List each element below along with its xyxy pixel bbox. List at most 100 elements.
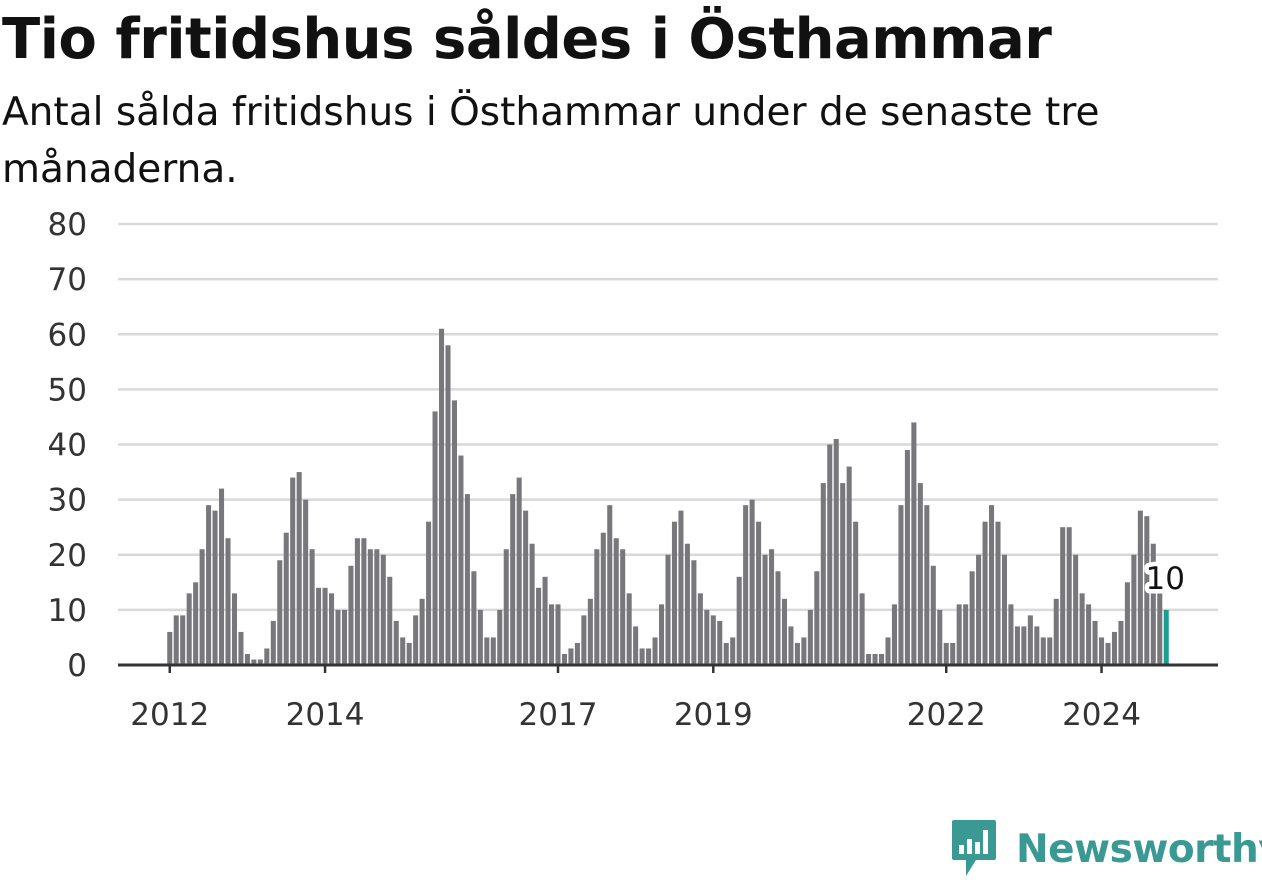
bar — [678, 510, 684, 665]
bar — [600, 532, 606, 665]
bar — [167, 631, 173, 665]
bar — [387, 576, 393, 665]
bar — [484, 637, 490, 665]
bar — [924, 505, 930, 665]
bar — [464, 494, 470, 665]
bar — [529, 543, 535, 665]
data-label-halo: 10 — [1146, 561, 1185, 597]
bar — [1021, 626, 1027, 665]
bar — [943, 642, 949, 665]
brand: Newsworthy — [950, 818, 1262, 880]
bar — [1111, 631, 1117, 665]
bar — [704, 609, 710, 666]
bar — [400, 637, 406, 665]
bar — [891, 604, 897, 665]
bar — [451, 400, 457, 665]
bar — [329, 593, 335, 665]
bar — [846, 466, 852, 665]
bar — [212, 510, 218, 665]
bar — [1073, 554, 1079, 665]
bar — [270, 620, 276, 665]
bar — [607, 505, 613, 665]
bar — [380, 554, 386, 665]
bar — [348, 565, 354, 665]
y-tick-label: 70 — [48, 262, 87, 298]
bar — [814, 571, 820, 665]
bar — [1079, 593, 1085, 665]
bar — [1027, 615, 1033, 665]
y-tick-label: 50 — [48, 372, 87, 408]
bar — [885, 637, 891, 665]
bar — [219, 488, 225, 665]
bar — [335, 609, 341, 666]
bar — [646, 648, 652, 665]
bar — [173, 615, 179, 665]
bar — [477, 609, 483, 666]
bar — [309, 549, 315, 665]
bar — [354, 538, 360, 665]
bar — [244, 653, 250, 665]
x-tick-label: 2012 — [130, 697, 209, 733]
bar — [432, 411, 438, 665]
bar — [950, 642, 956, 665]
bar — [186, 593, 192, 665]
bar — [393, 620, 399, 665]
bar — [225, 538, 231, 665]
bar — [639, 648, 645, 665]
bar — [264, 648, 270, 665]
bar — [1131, 554, 1137, 665]
bar — [490, 637, 496, 665]
bar — [1086, 604, 1092, 665]
bar — [963, 604, 969, 665]
x-axis-ticks: 2012 2014 2017 2019 2022 2024 — [130, 665, 1141, 733]
bar — [542, 576, 548, 665]
bar — [626, 593, 632, 665]
highlighted-bar — [1163, 609, 1169, 666]
bar — [807, 609, 813, 666]
y-tick-label: 40 — [48, 428, 87, 464]
bar — [1008, 604, 1014, 665]
bar — [471, 571, 477, 665]
bar — [898, 505, 904, 665]
y-axis-ticks: 0 10 20 30 40 50 60 70 80 — [48, 207, 87, 684]
bar — [723, 642, 729, 665]
bar — [1105, 642, 1111, 665]
bar — [439, 328, 445, 665]
bar — [788, 626, 794, 665]
x-tick-label: 2024 — [1062, 697, 1141, 733]
bar — [536, 587, 542, 665]
bar — [917, 483, 923, 665]
data-label: 10 — [1146, 561, 1185, 597]
bar — [710, 615, 716, 665]
bar — [665, 554, 671, 665]
bar — [206, 505, 212, 665]
bar — [1124, 582, 1130, 665]
bar — [853, 521, 859, 665]
x-tick-label: 2022 — [907, 697, 986, 733]
gridlines — [118, 222, 1218, 612]
bar — [516, 477, 522, 665]
bar — [769, 549, 775, 665]
bar — [199, 549, 205, 665]
bar — [775, 571, 781, 665]
bar — [697, 593, 703, 665]
bar — [231, 593, 237, 665]
bar — [904, 450, 910, 665]
bar — [1053, 598, 1059, 665]
y-tick-label: 30 — [48, 483, 87, 519]
bar — [561, 653, 567, 665]
bar — [717, 620, 723, 665]
bar — [749, 499, 755, 666]
bar — [374, 549, 380, 665]
y-tick-label: 0 — [67, 648, 87, 684]
bar — [1150, 543, 1156, 665]
bar — [827, 444, 833, 665]
bar — [633, 626, 639, 665]
x-tick-label: 2019 — [674, 697, 753, 733]
bar — [866, 653, 872, 665]
bar — [1099, 637, 1105, 665]
bar — [1118, 620, 1124, 665]
bar — [587, 598, 593, 665]
